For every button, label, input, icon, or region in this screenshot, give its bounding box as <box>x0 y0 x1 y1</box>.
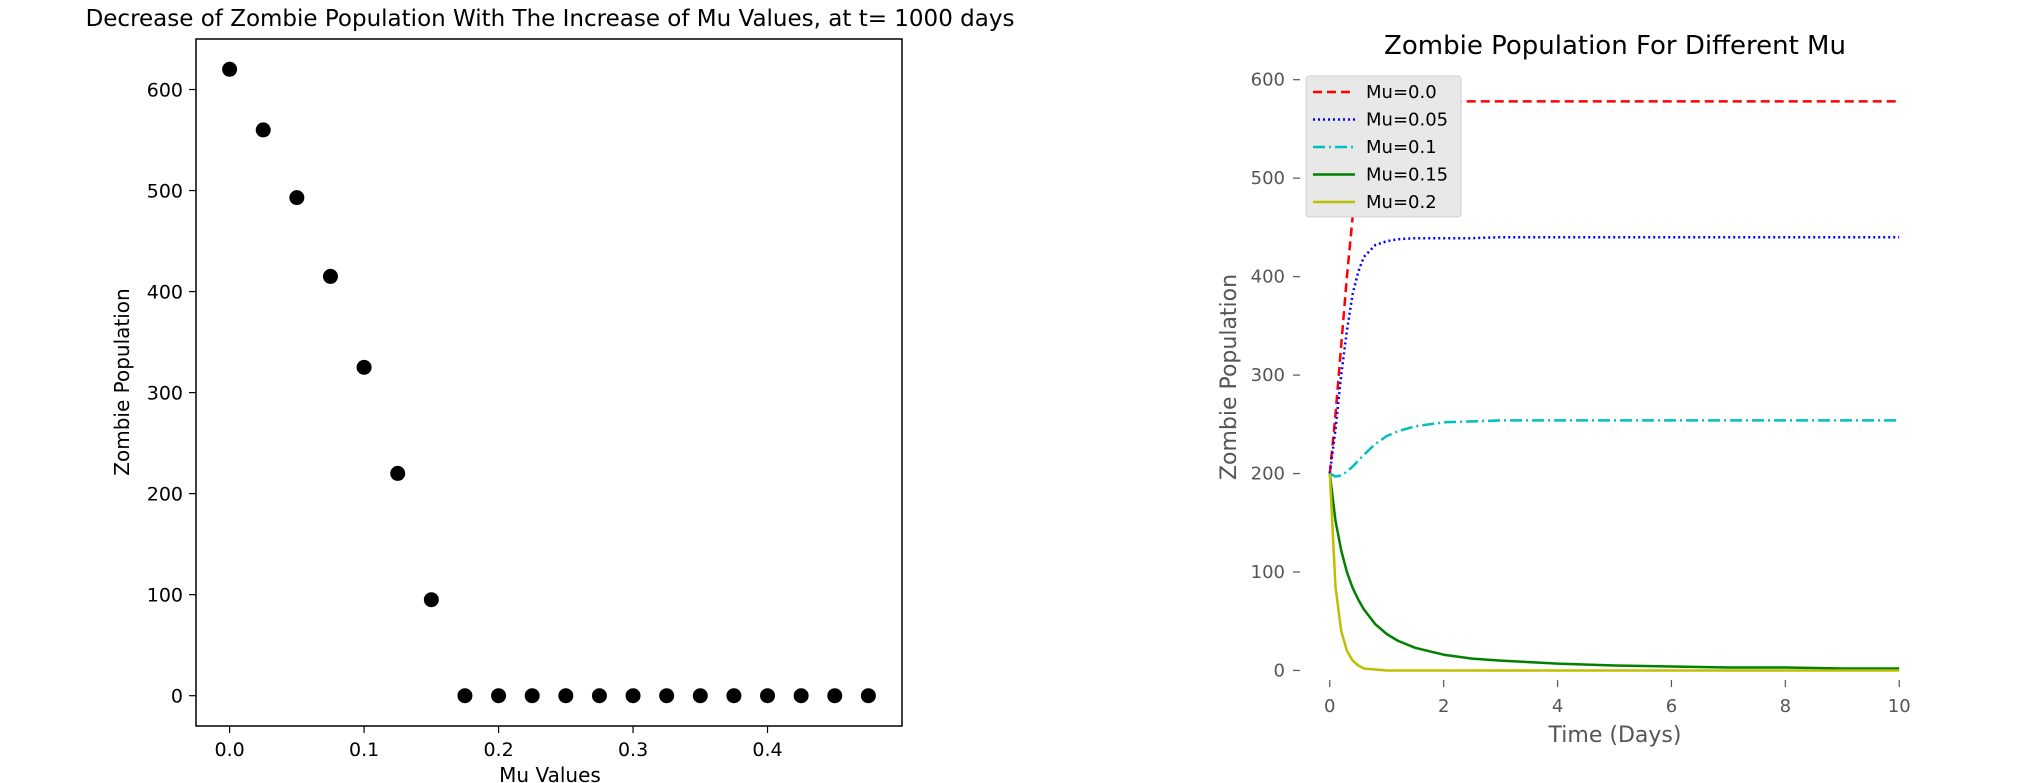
series-line <box>1328 235 1900 474</box>
legend-box <box>1305 75 1462 218</box>
scatter-y-axis-label: Zombie Population <box>110 288 134 475</box>
scatter-point <box>558 688 574 704</box>
y-tick-label: 200 <box>147 484 183 506</box>
x-tick-label: 8 <box>1780 696 1791 717</box>
scatter-y-axis: 0 100 200 300 400 500 600 <box>147 80 196 708</box>
scatter-point <box>524 688 540 704</box>
y-tick-label: 400 <box>1251 267 1285 288</box>
scatter-point <box>760 688 776 704</box>
y-tick-label: 500 <box>147 181 183 203</box>
scatter-point <box>322 268 338 284</box>
y-tick-label: 0 <box>171 686 183 708</box>
scatter-point <box>827 688 843 704</box>
x-tick-label: 4 <box>1552 696 1563 717</box>
scatter-point <box>356 359 372 375</box>
scatter-point <box>860 688 876 704</box>
scatter-chart-title: Decrease of Zombie Population With The I… <box>86 6 1015 32</box>
scatter-points <box>222 61 876 704</box>
legend-label: Mu=0.05 <box>1366 110 1448 131</box>
scatter-plot-frame <box>195 38 903 727</box>
series-line <box>1329 419 1900 478</box>
scatter-x-axis-label: Mu Values <box>499 763 601 783</box>
y-tick-label: 600 <box>147 80 183 102</box>
line-x-axis: 0 2 4 6 8 10 <box>1324 680 1911 717</box>
line-chart: Zombie Population For Different Mu 0 2 4 6 8… <box>1217 31 1911 748</box>
scatter-point <box>423 592 439 608</box>
legend-label: Mu=0.15 <box>1366 165 1448 186</box>
legend-label: Mu=0.0 <box>1366 82 1437 103</box>
legend-label: Mu=0.2 <box>1366 192 1437 213</box>
x-tick-label: 0.2 <box>483 739 513 761</box>
scatter-point <box>692 688 708 704</box>
series-line <box>1328 473 1900 670</box>
scatter-point <box>289 190 305 206</box>
x-tick-label: 0 <box>1324 696 1335 717</box>
scatter-point <box>390 465 406 481</box>
legend-label: Mu=0.1 <box>1366 137 1437 158</box>
y-tick-label: 500 <box>1251 168 1285 189</box>
legend: Mu=0.0 Mu=0.05 Mu=0.1 Mu=0.15 Mu=0.2 <box>1305 75 1462 218</box>
scatter-point <box>222 61 238 77</box>
scatter-point <box>457 688 473 704</box>
y-tick-label: 100 <box>1251 562 1285 583</box>
series-line <box>1328 473 1900 672</box>
line-y-axis-label: Zombie Population <box>1217 274 1242 480</box>
x-tick-label: 0.3 <box>618 739 648 761</box>
x-tick-label: 2 <box>1438 696 1449 717</box>
x-tick-label: 10 <box>1888 696 1911 717</box>
x-tick-label: 6 <box>1666 696 1677 717</box>
scatter-point <box>255 122 271 138</box>
y-tick-label: 600 <box>1251 70 1285 91</box>
scatter-point <box>726 688 742 704</box>
x-tick-label: 0.4 <box>752 739 782 761</box>
scatter-point <box>491 688 507 704</box>
scatter-point <box>591 688 607 704</box>
y-tick-label: 100 <box>147 585 183 607</box>
scatter-x-axis: 0.0 0.1 0.2 0.3 0.4 <box>215 726 783 761</box>
y-tick-label: 0 <box>1274 660 1285 681</box>
x-tick-label: 0.1 <box>349 739 379 761</box>
scatter-chart: Decrease of Zombie Population With The I… <box>86 6 1015 783</box>
x-tick-label: 0.0 <box>215 739 245 761</box>
line-chart-title: Zombie Population For Different Mu <box>1384 31 1846 61</box>
y-tick-label: 300 <box>147 383 183 405</box>
scatter-point <box>625 688 641 704</box>
line-y-axis: 0 100 200 300 400 500 600 <box>1251 70 1300 681</box>
y-tick-label: 200 <box>1251 464 1285 485</box>
scatter-point <box>793 688 809 704</box>
scatter-point <box>659 688 675 704</box>
y-tick-label: 300 <box>1251 365 1285 386</box>
y-tick-label: 400 <box>147 282 183 304</box>
line-x-axis-label: Time (Days) <box>1548 723 1682 748</box>
